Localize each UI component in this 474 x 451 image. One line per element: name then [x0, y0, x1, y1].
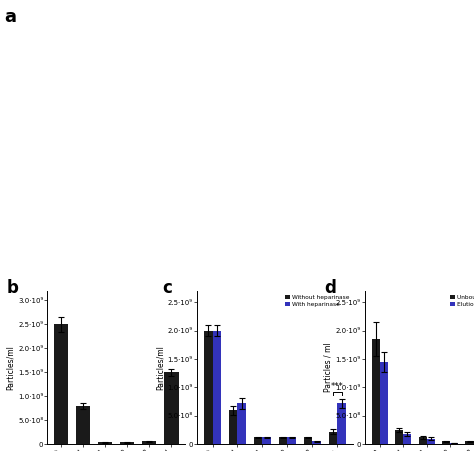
Text: d: d [324, 279, 336, 297]
Y-axis label: Particles/ml: Particles/ml [155, 345, 164, 390]
Bar [312, 442, 321, 444]
Text: b: b [6, 279, 18, 297]
Bar [403, 434, 411, 444]
Bar [380, 362, 388, 444]
Bar [442, 442, 450, 444]
Bar [328, 432, 337, 444]
Bar [287, 437, 296, 444]
Bar [263, 437, 271, 444]
Bar [427, 438, 435, 444]
Legend: Unbound round 1, Elution round 1: Unbound round 1, Elution round 1 [449, 294, 474, 308]
Text: c: c [162, 279, 172, 297]
Bar [212, 331, 221, 444]
Bar [419, 437, 427, 444]
Bar [465, 442, 474, 444]
Bar [164, 373, 179, 444]
Bar [98, 442, 112, 444]
Bar [450, 443, 458, 444]
Bar [254, 437, 263, 444]
Bar [142, 442, 156, 444]
Bar [372, 339, 380, 444]
Bar [76, 406, 90, 444]
Y-axis label: Particles/ml: Particles/ml [6, 345, 15, 390]
Bar [120, 442, 134, 444]
Bar [54, 324, 68, 444]
Bar [237, 403, 246, 444]
Bar [229, 410, 237, 444]
Bar [304, 437, 312, 444]
Bar [395, 430, 403, 444]
Text: a: a [5, 9, 17, 27]
Bar [337, 403, 346, 444]
Y-axis label: Particles / ml: Particles / ml [324, 343, 333, 392]
Text: ***: *** [331, 382, 344, 391]
Bar [204, 331, 212, 444]
Legend: Without heparinase, With heparinase: Without heparinase, With heparinase [283, 294, 350, 308]
Bar [279, 437, 287, 444]
